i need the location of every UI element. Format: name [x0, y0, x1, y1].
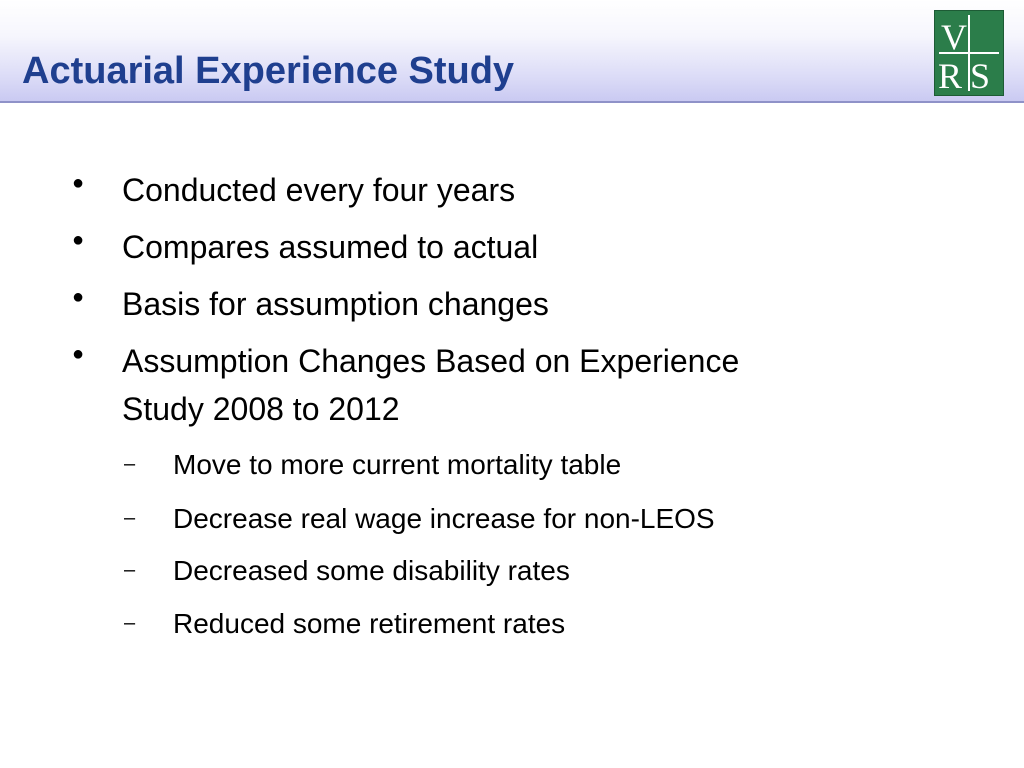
bullet-text-line-1: Assumption Changes Based on Experience: [122, 343, 740, 379]
vrs-logo: V R S: [934, 10, 1004, 96]
bullet-text: Basis for assumption changes: [122, 286, 549, 322]
svg-text:V: V: [941, 17, 967, 57]
slide-title: Actuarial Experience Study: [22, 50, 515, 92]
bullet-marker: ●: [72, 229, 85, 251]
bullet-marker: ●: [72, 172, 85, 194]
sub-bullet-text: Decreased some disability rates: [173, 555, 570, 586]
sub-bullet-marker: –: [124, 612, 136, 634]
sub-bullet-text: Reduced some retirement rates: [173, 608, 566, 639]
vrs-logo-mark: V R S: [935, 11, 1003, 95]
title-band: [0, 0, 1024, 102]
bullet-text: Conducted every four years: [122, 172, 516, 208]
sub-bullet-marker: –: [124, 559, 136, 581]
svg-text:S: S: [970, 56, 990, 95]
bullet-text-line-2: Study 2008 to 2012: [122, 391, 400, 427]
sub-bullet-text: Decrease real wage increase for non-LEOS: [173, 503, 715, 534]
bullet-marker: ●: [72, 343, 85, 365]
sub-bullet-text: Move to more current mortality table: [173, 449, 622, 480]
svg-text:R: R: [938, 56, 962, 95]
bullet-marker: ●: [72, 286, 85, 308]
bullet-text: Compares assumed to actual: [122, 229, 539, 265]
sub-bullet-marker: –: [124, 507, 136, 529]
title-divider: [0, 101, 1024, 103]
sub-bullet-marker: –: [124, 453, 136, 475]
